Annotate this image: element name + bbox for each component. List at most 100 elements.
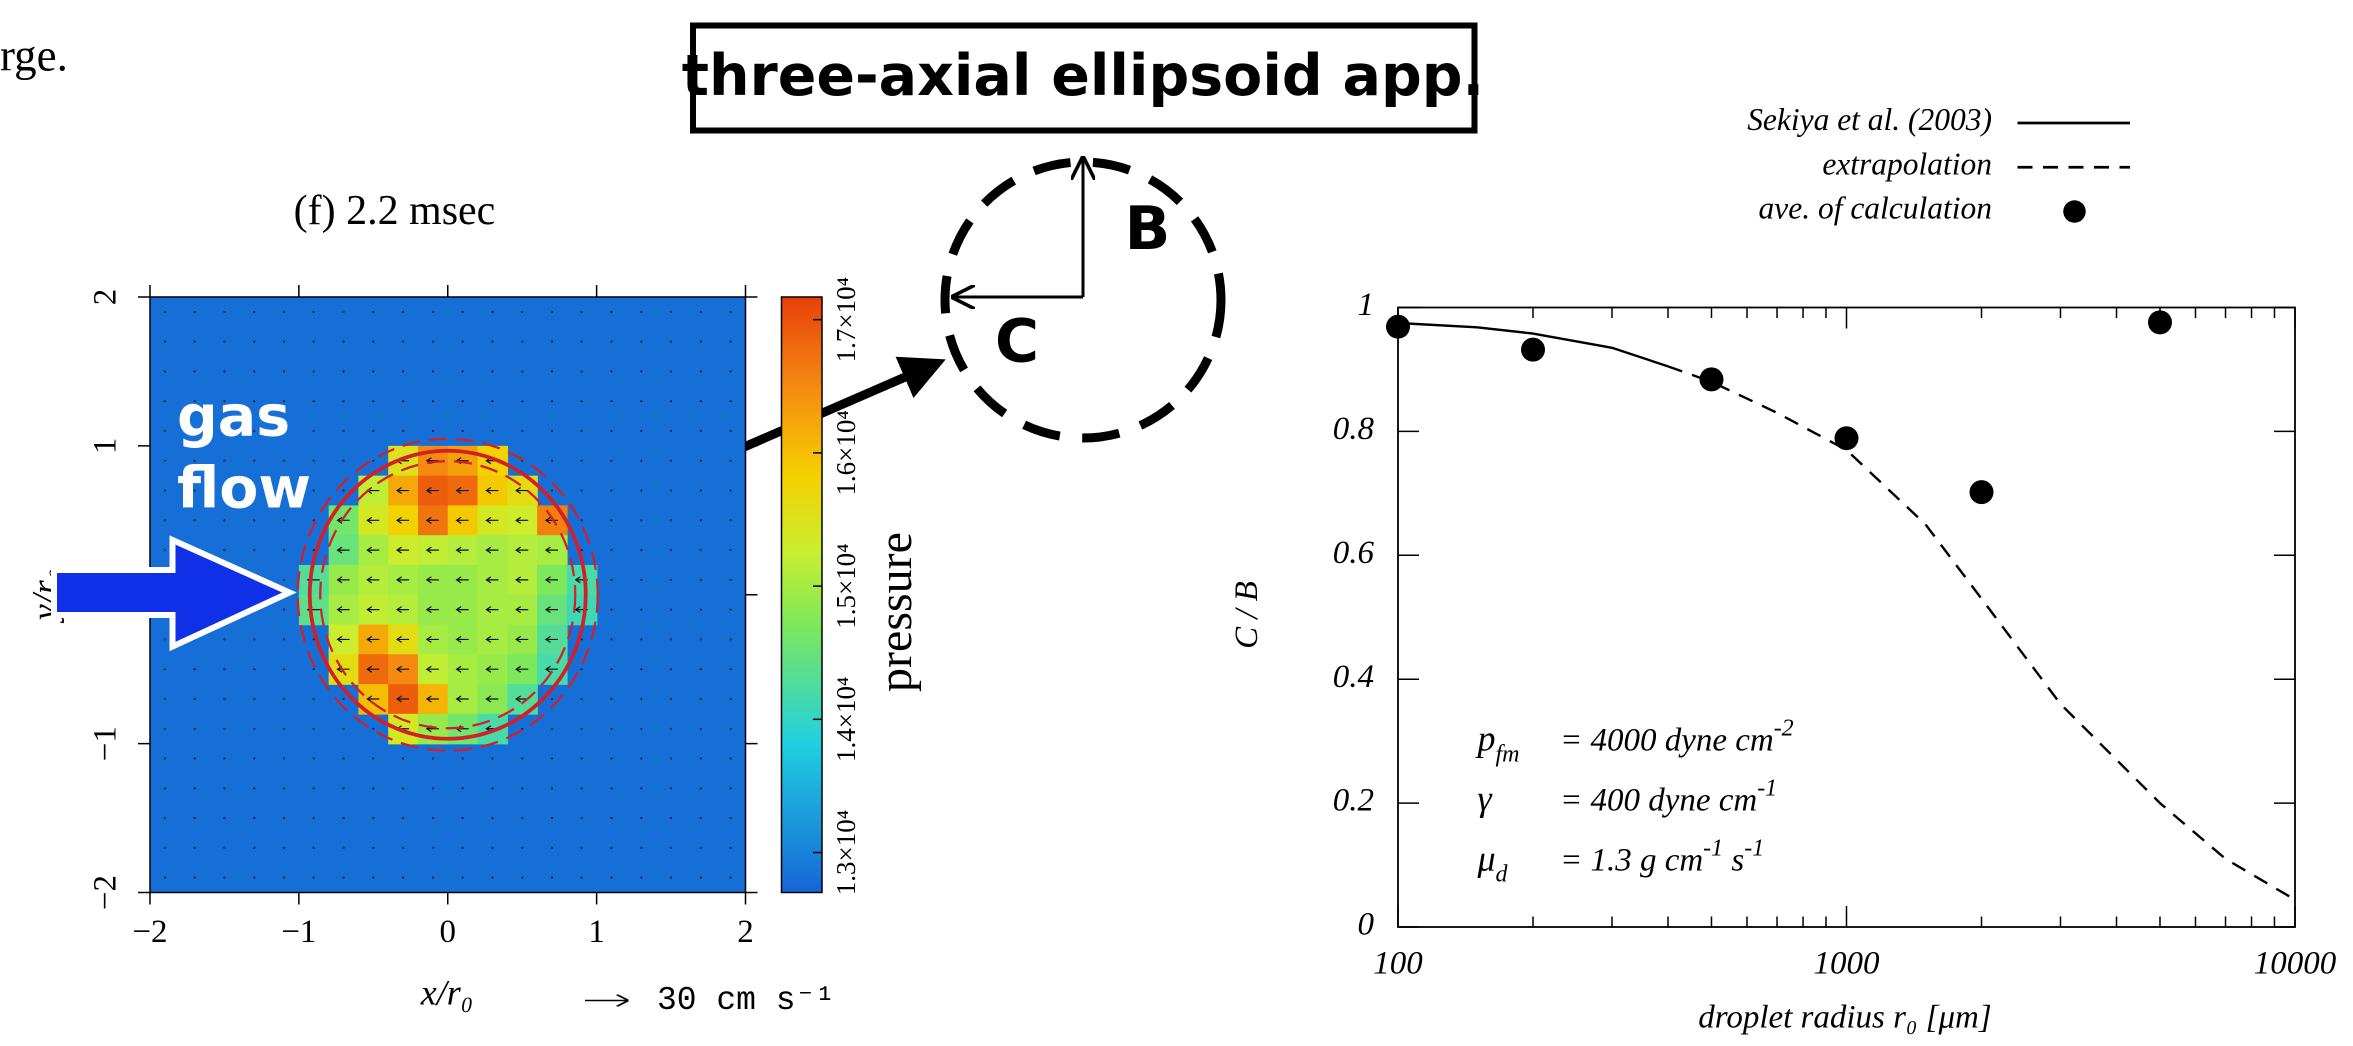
- vector-dot: [283, 877, 285, 879]
- vector-dot: [491, 847, 493, 849]
- series-line: [1668, 366, 2295, 899]
- vector-dot: [730, 698, 732, 700]
- vector-dot: [194, 698, 196, 700]
- vector-dot: [730, 609, 732, 611]
- vector-dot: [640, 579, 642, 581]
- vector-dot: [730, 311, 732, 313]
- vector-dot: [223, 698, 225, 700]
- colorbar-tick-label: 1.5×10⁴: [831, 543, 861, 628]
- vector-dot: [521, 847, 523, 849]
- vector-dot: [283, 817, 285, 819]
- vector-dot: [462, 311, 464, 313]
- vector-dot: [194, 877, 196, 879]
- vector-dot: [700, 579, 702, 581]
- vector-dot: [551, 817, 553, 819]
- vector-dot: [313, 370, 315, 372]
- vector-dot: [342, 311, 344, 313]
- x-tick-label: −2: [132, 914, 167, 950]
- vector-dot: [432, 370, 434, 372]
- colorbar-tick-label: 1.4×10⁴: [831, 677, 861, 762]
- axis-c-label: C: [995, 307, 1039, 377]
- x-tick-label: 1000: [1814, 946, 1880, 982]
- flow-label: flow: [177, 456, 311, 522]
- vector-dot: [372, 400, 374, 402]
- heatmap-panel: −2−1012−2−1012(f) 2.2 msecx/r₀y/r₀1.3×10…: [24, 188, 922, 1019]
- y-tick-label: 0.4: [1333, 659, 1374, 695]
- vector-dot: [640, 460, 642, 462]
- vector-dot: [164, 430, 166, 432]
- vector-dot: [253, 341, 255, 343]
- vector-dot: [342, 847, 344, 849]
- vector-dot: [581, 728, 583, 730]
- vector-dot: [194, 787, 196, 789]
- vector-dot: [164, 847, 166, 849]
- vector-dot: [253, 817, 255, 819]
- vector-dot: [283, 787, 285, 789]
- vector-dot: [551, 341, 553, 343]
- vector-dot: [610, 757, 612, 759]
- y-tick-label: −2: [88, 875, 124, 910]
- legend-label: extrapolation: [1822, 146, 1992, 181]
- vector-dot: [640, 311, 642, 313]
- vector-dot: [521, 787, 523, 789]
- vector-dot: [730, 787, 732, 789]
- text-run: p: [1474, 719, 1495, 759]
- vector-dot: [730, 430, 732, 432]
- text-run: fm: [1495, 741, 1519, 767]
- vector-dot: [253, 638, 255, 640]
- vector-dot: [551, 430, 553, 432]
- vector-dot: [551, 370, 553, 372]
- colorbar-tick-label: 1.7×10⁴: [831, 277, 861, 362]
- vector-dot: [640, 757, 642, 759]
- colorbar-tick-label: 1.3×10⁴: [831, 810, 861, 895]
- vector-dot: [700, 877, 702, 879]
- vector-dot: [670, 460, 672, 462]
- vector-dot: [730, 817, 732, 819]
- vector-dot: [640, 728, 642, 730]
- vector-dot: [372, 460, 374, 462]
- vector-dot: [223, 757, 225, 759]
- vector-dot: [610, 728, 612, 730]
- y-axis-label: C / B: [1229, 581, 1265, 649]
- x-axis-label: droplet radius r₀ [μm]: [1698, 1000, 1991, 1036]
- vector-dot: [372, 341, 374, 343]
- vector-dot: [670, 817, 672, 819]
- vector-dot: [223, 817, 225, 819]
- vector-dot: [700, 698, 702, 700]
- vector-dot: [283, 638, 285, 640]
- vector-dot: [164, 877, 166, 879]
- vector-dot: [491, 787, 493, 789]
- vector-dot: [313, 341, 315, 343]
- vector-dot: [313, 400, 315, 402]
- vector-dot: [551, 757, 553, 759]
- vector-dot: [283, 698, 285, 700]
- vector-dot: [640, 698, 642, 700]
- vector-dot: [491, 877, 493, 879]
- vector-dot: [551, 489, 553, 491]
- plot-frame: [1398, 308, 2295, 927]
- vector-dot: [462, 430, 464, 432]
- vector-dot: [551, 311, 553, 313]
- vector-dot: [670, 698, 672, 700]
- vector-dot: [670, 787, 672, 789]
- vector-dot: [730, 341, 732, 343]
- vector-scale-label: 30 cm s⁻¹: [657, 982, 835, 1019]
- vector-dot: [640, 609, 642, 611]
- vector-dot: [372, 877, 374, 879]
- y-tick-label: −1: [88, 726, 124, 761]
- vector-dot: [194, 847, 196, 849]
- data-point: [1834, 426, 1858, 450]
- vector-dot: [670, 341, 672, 343]
- vector-dot: [700, 847, 702, 849]
- vector-dot: [253, 549, 255, 551]
- vector-dot: [164, 638, 166, 640]
- vector-dot: [581, 757, 583, 759]
- vector-dot: [610, 609, 612, 611]
- vector-dot: [253, 370, 255, 372]
- vector-dot: [670, 757, 672, 759]
- vector-dot: [640, 549, 642, 551]
- vector-dot: [283, 311, 285, 313]
- vector-dot: [223, 311, 225, 313]
- vector-dot: [640, 787, 642, 789]
- vector-dot: [313, 728, 315, 730]
